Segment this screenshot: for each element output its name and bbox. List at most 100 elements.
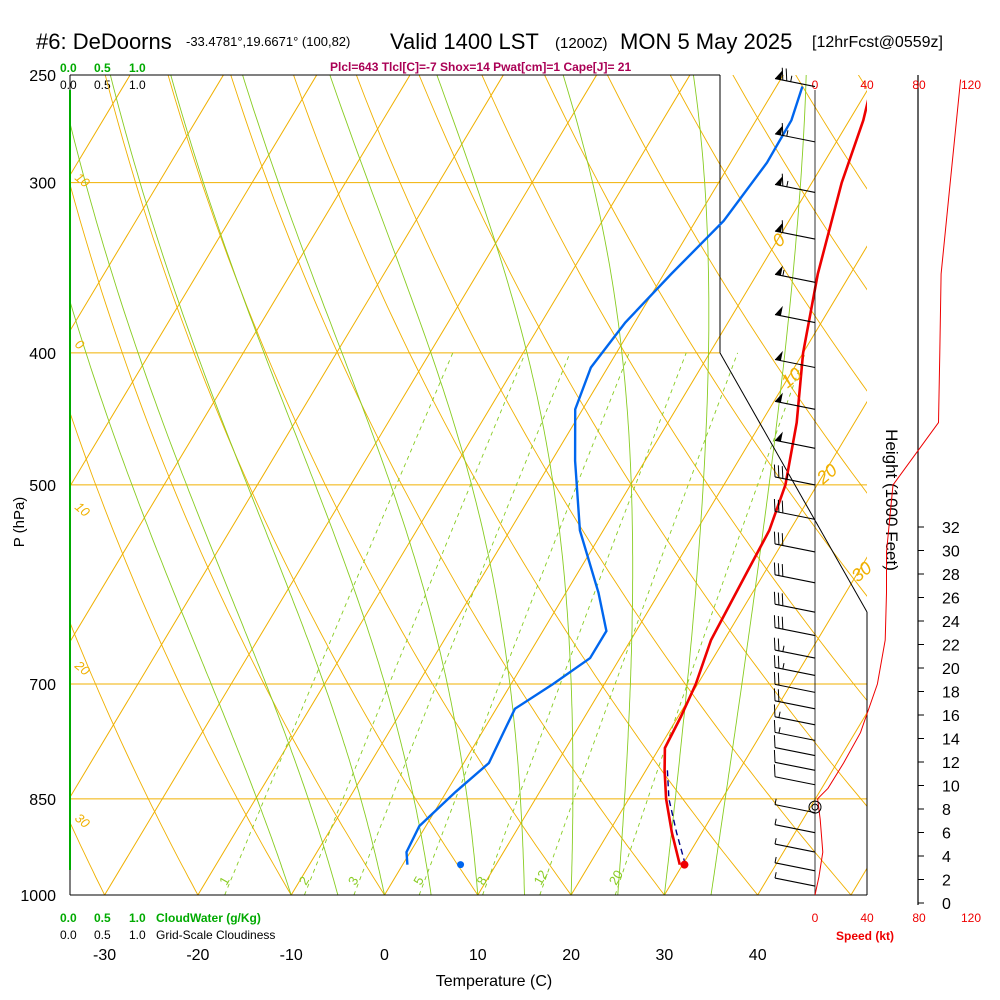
- wind-barb-full: [777, 563, 780, 576]
- wind-barb-pennant: [775, 265, 783, 276]
- wind-barb-pennant: [775, 305, 783, 316]
- wind-barb-staff: [774, 804, 816, 814]
- wind-barb-staff: [774, 358, 816, 369]
- wind-barb: [774, 431, 816, 449]
- wind-barb-full: [777, 638, 780, 651]
- isotherm-label: 30: [847, 558, 875, 586]
- moist-adiabat: [109, 75, 385, 895]
- speed-tick-top: 0: [812, 78, 819, 92]
- dewpoint-trace: [405, 86, 804, 865]
- wind-barb-full: [773, 615, 776, 628]
- cloudiness-label: Grid-Scale Cloudiness: [156, 928, 275, 942]
- height-tick-label: 4: [942, 849, 951, 866]
- y-axis-title: P (hPa): [11, 497, 28, 548]
- sounding-traces: [405, 86, 867, 869]
- mixing-ratio-label: 2: [296, 874, 313, 888]
- wind-barb-staff: [774, 627, 816, 637]
- wind-barb: [773, 749, 816, 771]
- pressure-tick-label: 500: [29, 478, 56, 495]
- speed-tick-top: 80: [912, 78, 926, 92]
- wind-barb-half: [778, 711, 781, 718]
- cloudiness-tick-top: 1.0: [129, 78, 146, 92]
- height-tick-label: 30: [942, 544, 960, 561]
- wind-barb: [773, 531, 816, 553]
- wind-barb: [774, 392, 816, 410]
- wind-barb-staff: [774, 700, 816, 710]
- wind-barb-staff: [774, 649, 816, 659]
- parcel-trace: [666, 770, 686, 862]
- dry-adiabat: [104, 75, 479, 895]
- wind-barb-full: [773, 671, 776, 685]
- dry-adiabat: [481, 75, 867, 702]
- dry-adiabat: [70, 182, 386, 895]
- isotherm-line: [104, 75, 598, 895]
- speed-tick-bottom: 40: [860, 911, 874, 925]
- wind-barb-full: [777, 592, 780, 605]
- forecast-label: [12hrFcst@0559z]: [812, 34, 943, 51]
- isotherm-line: [70, 75, 504, 799]
- wind-barb-half: [774, 856, 777, 863]
- isotherm-line: [197, 75, 691, 895]
- isotherm-line: [757, 711, 867, 895]
- wind-barb-full: [773, 688, 776, 701]
- cloud-tick-bottom: 1.0: [129, 911, 146, 925]
- isotherm-label: 0: [768, 229, 789, 251]
- dry-adiabat: [968, 51, 1000, 924]
- cloudiness-tick-bottom: 0.0: [60, 928, 77, 942]
- wind-barb: [773, 671, 816, 693]
- dry-adiabat: [606, 75, 867, 494]
- height-tick-label: 20: [942, 661, 960, 678]
- wind-barb-full: [781, 500, 784, 513]
- wind-barb: [773, 591, 816, 613]
- wind-barb-staff: [774, 476, 816, 486]
- dry-adiabat-label: 10: [72, 170, 93, 191]
- wind-barb: [773, 764, 816, 786]
- wind-barb-full: [781, 220, 784, 233]
- wind-barb-half: [786, 180, 789, 187]
- speed-tick-top: 120: [961, 78, 981, 92]
- pressure-tick-label: 300: [29, 176, 56, 193]
- pressure-tick-label: 700: [29, 677, 56, 694]
- isotherm-line: [70, 75, 411, 643]
- wind-barb-half: [778, 727, 781, 734]
- wind-barb-full: [773, 562, 776, 575]
- mixing-ratio-label: 12: [531, 868, 551, 888]
- mixing-ratio-line: [539, 352, 739, 895]
- mixing-ratio-line: [418, 352, 630, 895]
- wind-barb: [773, 735, 816, 757]
- wind-barb: [774, 856, 816, 872]
- isotherm-line: [663, 556, 867, 895]
- wind-barb-half: [774, 798, 777, 805]
- stability-indices: Plcl=643 Tlcl[C]=-7 Shox=14 Pwat[cm]=1 C…: [330, 60, 631, 74]
- wind-barb-pennant: [775, 175, 783, 186]
- wind-barb: [774, 838, 816, 853]
- cloud-scale-bottom: 0.0 0.5 1.0 CloudWater (g/Kg) 0.0 0.5 1.…: [60, 911, 275, 942]
- cloud-tick-bottom: 0.0: [60, 911, 77, 925]
- frame-diagonal: [719, 352, 868, 613]
- wind-barb-pennant: [775, 125, 783, 136]
- wind-barb: [773, 719, 816, 741]
- background-grid: [70, 51, 1000, 924]
- pressure-tick-label: 400: [29, 346, 56, 363]
- cloud-tick-top: 1.0: [129, 61, 146, 75]
- wind-barb-full: [781, 466, 784, 479]
- valid-date: MON 5 May 2025: [620, 29, 792, 54]
- mixing-ratio-line: [224, 352, 454, 895]
- moist-adiabat: [436, 75, 574, 895]
- pressure-tick-label: 850: [29, 792, 56, 809]
- x-axis-title: Temperature (C): [436, 973, 552, 990]
- wind-barb-half: [786, 473, 789, 480]
- wind-barb-staff: [774, 603, 816, 613]
- speed-tick-bottom: 80: [912, 911, 926, 925]
- wind-barb: [773, 562, 816, 584]
- wind-barb-full: [773, 637, 776, 651]
- moist-adiabat: [329, 75, 525, 895]
- mixing-ratio-label: 5: [410, 874, 427, 888]
- wind-barb-full: [777, 672, 780, 686]
- cloudiness-tick-bottom: 0.5: [94, 928, 111, 942]
- wind-barb-full: [781, 67, 784, 81]
- dry-adiabat: [355, 75, 852, 895]
- wind-barb-staff: [774, 746, 816, 757]
- speed-tick-bottom: 0: [812, 911, 819, 925]
